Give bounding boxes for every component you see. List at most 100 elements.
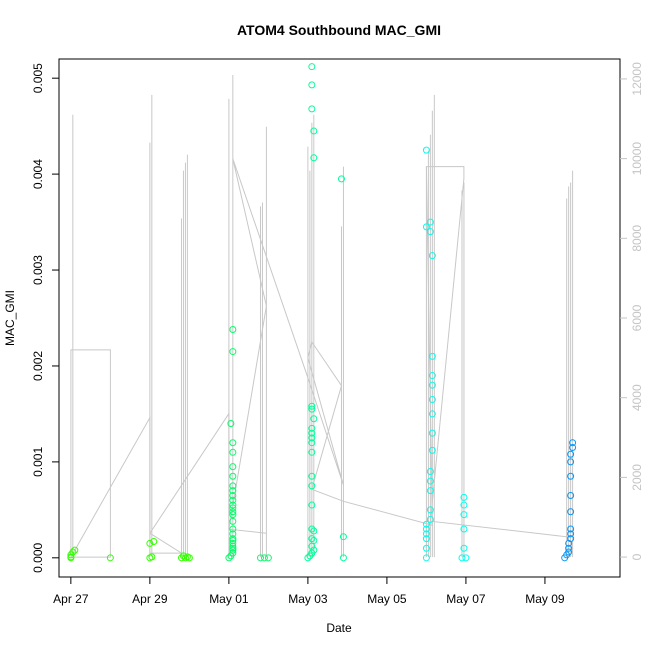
data-point: [569, 439, 577, 447]
y-tick-label: 0.001: [31, 447, 45, 477]
x-axis: Apr 27 Apr 29 May 01 May 03 May 05 May 07 May …: [53, 576, 565, 606]
data-point: [422, 535, 430, 543]
data-point: [422, 146, 430, 154]
data-point: [304, 554, 312, 562]
data-point: [422, 525, 430, 533]
data-point: [308, 472, 316, 480]
data-point: [567, 472, 575, 480]
data-point: [422, 544, 430, 552]
data-point: [426, 487, 434, 495]
data-point: [308, 434, 316, 442]
data-point: [308, 525, 316, 533]
data-point: [428, 381, 436, 389]
data-point: [264, 554, 272, 562]
data-point: [428, 429, 436, 437]
data-point: [428, 446, 436, 454]
data-point: [308, 439, 316, 447]
y-tick-label: 0.002: [31, 351, 45, 381]
data-point: [229, 525, 237, 533]
data-point: [565, 548, 573, 556]
data-point: [229, 496, 237, 504]
data-point: [225, 554, 233, 562]
data-point: [428, 252, 436, 260]
data-point: [426, 477, 434, 485]
data-point: [229, 511, 237, 519]
secondary-series: [70, 74, 574, 558]
data-point: [310, 527, 318, 535]
data-point: [229, 348, 237, 356]
data-point: [227, 420, 235, 428]
data-point: [422, 530, 430, 538]
x-axis-label: Date: [326, 621, 352, 635]
y-tick-label: 0.003: [31, 255, 45, 285]
y2-tick-label: 8000: [630, 225, 644, 252]
data-point: [229, 482, 237, 490]
data-point: [229, 326, 237, 334]
data-point: [567, 508, 575, 516]
data-point: [308, 105, 316, 113]
data-point: [310, 415, 318, 423]
data-point: [310, 546, 318, 554]
x-tick-label: May 03: [288, 592, 328, 606]
data-point: [567, 450, 575, 458]
data-point: [229, 517, 237, 525]
data-point: [146, 539, 154, 547]
data-point: [462, 554, 470, 562]
data-point: [428, 396, 436, 404]
data-point: [229, 542, 237, 550]
data-point: [229, 544, 237, 552]
y2-tick-label: 0: [630, 553, 644, 560]
data-point: [308, 402, 316, 410]
data-point: [229, 439, 237, 447]
data-point: [460, 511, 468, 519]
data-point: [185, 554, 193, 562]
data-point: [67, 553, 75, 561]
data-point: [337, 175, 345, 183]
data-point: [460, 544, 468, 552]
data-point: [308, 81, 316, 89]
data-point: [422, 223, 430, 231]
y-tick-label: 0.000: [31, 542, 45, 572]
data-point: [567, 525, 575, 533]
data-point: [71, 546, 79, 554]
data-point: [308, 482, 316, 490]
data-point: [229, 530, 237, 538]
data-point: [426, 467, 434, 475]
data-point: [567, 491, 575, 499]
data-point: [106, 554, 114, 562]
data-point: [567, 530, 575, 538]
data-point: [308, 424, 316, 432]
data-point: [428, 352, 436, 360]
data-point: [567, 535, 575, 543]
data-point: [229, 508, 237, 516]
data-point: [310, 537, 318, 545]
data-point: [310, 154, 318, 162]
secondary-trace: [70, 158, 571, 558]
data-point: [229, 463, 237, 471]
data-point: [229, 539, 237, 547]
data-point: [426, 506, 434, 514]
y-axis-label: MAC_GMI: [3, 290, 17, 346]
y2-tick-label: 10000: [630, 142, 644, 176]
y2-tick-label: 2000: [630, 464, 644, 491]
y2-axis: 0 2000 4000 6000 8000 10000 12000: [620, 62, 644, 560]
data-point: [460, 501, 468, 509]
data-point: [458, 554, 466, 562]
data-point: [426, 515, 434, 523]
x-tick-label: Apr 27: [53, 592, 89, 606]
data-point: [569, 444, 577, 451]
data-point: [426, 218, 434, 226]
data-point: [565, 544, 573, 552]
data-point: [428, 372, 436, 380]
data-point: [428, 410, 436, 418]
data-point: [308, 405, 316, 413]
data-point: [229, 448, 237, 456]
x-tick-label: May 09: [525, 592, 565, 606]
data-point: [339, 554, 347, 562]
data-point: [150, 538, 158, 546]
x-tick-label: May 07: [446, 592, 486, 606]
data-point: [426, 228, 434, 236]
y-tick-label: 0.005: [31, 63, 45, 93]
data-point: [308, 63, 316, 71]
